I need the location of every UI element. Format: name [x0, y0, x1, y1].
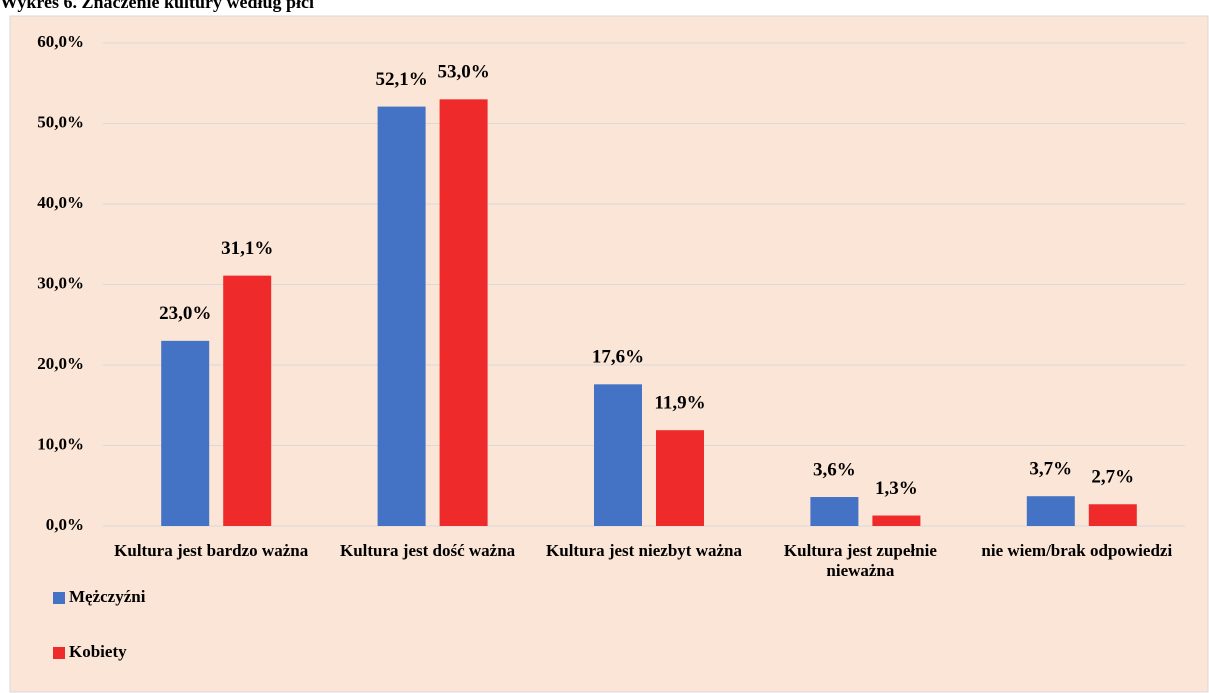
data-label: 1,3% [875, 478, 918, 499]
data-label: 3,7% [1029, 459, 1072, 480]
data-label: 11,9% [654, 393, 705, 414]
x-tick-label: Kultura jest dość ważna [339, 541, 516, 560]
bar [1026, 496, 1075, 526]
legend-label: Kobiety [69, 642, 127, 661]
y-tick-label: 30,0% [37, 273, 84, 292]
bar [872, 515, 921, 526]
data-label: 31,1% [221, 238, 273, 259]
bar [161, 340, 210, 526]
data-label: 23,0% [159, 303, 211, 324]
bar [810, 497, 859, 526]
y-tick-label: 0,0% [46, 515, 84, 534]
legend-swatch [53, 647, 65, 659]
y-tick-label: 60,0% [37, 32, 84, 51]
x-tick-label: Kultura jest zupełnie nieważna [783, 541, 937, 580]
x-tick-label: Kultura jest niezbyt ważna [546, 541, 742, 560]
data-label: 3,6% [813, 459, 856, 480]
chart-title: Wykres 6. Znaczenie kultury według płci [0, 0, 314, 12]
bar [439, 99, 488, 526]
legend-swatch [53, 592, 65, 604]
y-tick-label: 40,0% [37, 193, 84, 212]
bar [594, 384, 642, 526]
data-label: 52,1% [375, 69, 427, 90]
x-tick-label: nie wiem/brak odpowiedzi [981, 541, 1173, 560]
chart-area [9, 15, 1209, 693]
data-label: 17,6% [592, 347, 644, 368]
bar [656, 430, 704, 526]
y-tick-label: 20,0% [37, 354, 84, 373]
bar [377, 106, 426, 526]
legend-label: Mężczyźni [69, 587, 146, 606]
data-label: 53,0% [437, 62, 489, 83]
bar [1088, 504, 1137, 526]
y-tick-label: 10,0% [37, 434, 84, 453]
data-label: 2,7% [1091, 467, 1134, 488]
x-tick-label: Kultura jest bardzo ważna [114, 541, 309, 560]
bar [223, 275, 272, 526]
y-tick-label: 50,0% [37, 112, 84, 131]
